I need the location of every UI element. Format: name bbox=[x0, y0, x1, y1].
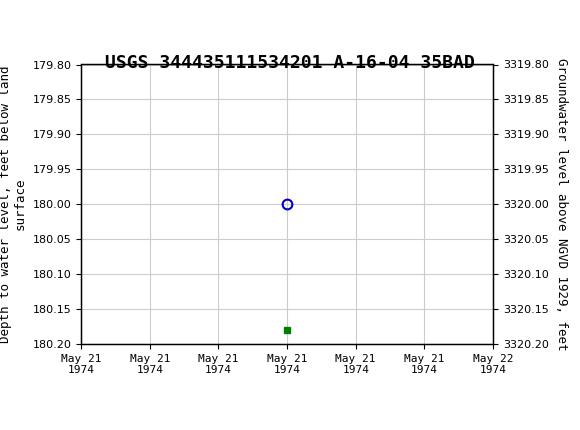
Text: ≡USGS: ≡USGS bbox=[6, 12, 72, 33]
Text: USGS 344435111534201 A-16-04 35BAD: USGS 344435111534201 A-16-04 35BAD bbox=[105, 54, 475, 72]
Y-axis label: Depth to water level, feet below land
surface: Depth to water level, feet below land su… bbox=[0, 65, 27, 343]
Y-axis label: Groundwater level above NGVD 1929, feet: Groundwater level above NGVD 1929, feet bbox=[555, 58, 568, 350]
